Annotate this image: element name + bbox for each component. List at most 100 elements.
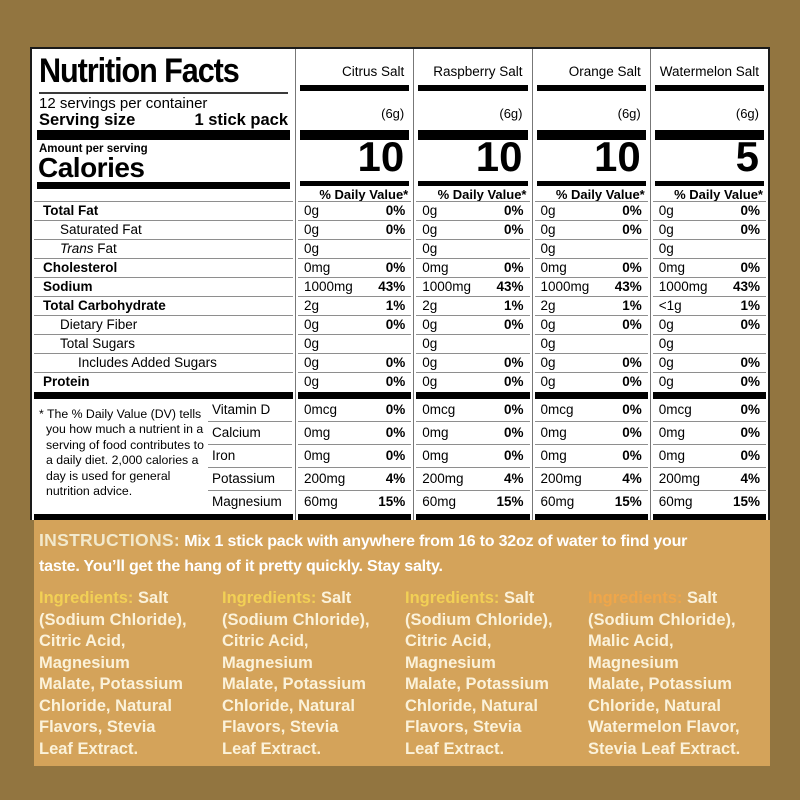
ingredient-line: Ingredients: Salt <box>222 589 352 607</box>
amount-value: 0g <box>422 336 438 351</box>
micronutrient-value-column: 0mcg 0% 0mg 0% 0mg 0% 200mg 4% 60mg 15% <box>295 399 413 514</box>
nutrient-value-cell: 0g 0% <box>531 373 650 392</box>
ingredient-line: Chloride, Natural <box>222 696 355 715</box>
ingredient-line: Watermelon Flavor, <box>588 718 740 736</box>
divider-bar <box>413 514 531 522</box>
flavor-column-header: Citrus Salt (6g) 10 % Daily Value* <box>295 49 413 202</box>
micronutrient-value-column: 0mcg 0% 0mg 0% 0mg 0% 200mg 4% 60mg 15% <box>649 399 768 514</box>
daily-value-percent: 0% <box>503 355 524 370</box>
instructions-line1: INSTRUCTIONS: Mix 1 stick pack with anyw… <box>39 528 766 554</box>
nutrient-value-cell: 0g 0% <box>531 221 650 240</box>
daily-value-percent: 0% <box>385 448 406 463</box>
amount-value: 0g <box>422 355 438 370</box>
amount-value: 0mg <box>422 448 449 463</box>
divider-bar <box>536 130 646 140</box>
ingredient-line: (Sodium Chloride), <box>405 610 553 629</box>
nutrient-row: Total Carbohydrate 2g 1% 2g 1% 2g 1% <1g 1% <box>32 297 768 316</box>
amount-value: 1000mg <box>540 279 590 294</box>
ingredient-line: Malate, Potassium <box>405 675 549 693</box>
divider-bar <box>32 514 295 522</box>
ingredient-line: Chloride, Natural <box>588 696 721 715</box>
daily-value-percent: 4% <box>503 471 524 486</box>
amount-value: 0g <box>304 222 320 237</box>
nutrition-facts-panel: Nutrition Facts 12 servings per containe… <box>30 47 770 522</box>
nutrient-row: Total Fat 0g 0% 0g 0% 0g 0% 0g 0% <box>32 202 768 221</box>
daily-value-percent: 15% <box>496 494 524 509</box>
daily-value-percent: 0% <box>740 374 760 389</box>
amount-value: 0mg <box>422 425 449 440</box>
ingredient-line: Magnesium <box>405 653 496 672</box>
daily-value-percent: 0% <box>622 374 642 389</box>
calories-label: Calories <box>38 152 145 183</box>
nutrient-label: Trans Fat <box>32 240 295 259</box>
ingredient-line: (Sodium Chloride), <box>588 610 736 629</box>
nutrient-value-cell: 0g 0% <box>295 316 413 335</box>
micronutrient-value-cell: 0mg 0% <box>296 445 413 468</box>
nutrient-value-cell: 0mg 0% <box>531 259 650 278</box>
amount-value: 200mg <box>304 471 346 486</box>
micronutrient-value-column: 0mcg 0% 0mg 0% 0mg 0% 200mg 4% 60mg 15% <box>531 399 650 514</box>
daily-value-footnote: * The % Daily Value (DV) tells you how m… <box>39 407 204 499</box>
divider-bar <box>536 181 646 186</box>
micronutrient-value-cell: 0mg 0% <box>651 445 768 468</box>
micronutrient-value-cell: 60mg 15% <box>414 491 531 514</box>
micronutrient-value-cell: 200mg 4% <box>651 468 768 491</box>
micronutrient-value-cell: 0mg 0% <box>414 445 531 468</box>
micronutrient-section: * The % Daily Value (DV) tells you how m… <box>32 399 768 514</box>
daily-value-percent: 0% <box>503 374 524 389</box>
daily-value-percent: 0% <box>385 402 406 417</box>
amount-value: <1g <box>658 298 682 313</box>
nutrient-value-cell: 0g 0% <box>413 221 531 240</box>
nutrient-value-cell: 0g <box>531 335 650 354</box>
amount-value: 200mg <box>422 471 464 486</box>
calories-value: 10 <box>594 133 641 180</box>
nutrient-value-cell: 0g <box>649 335 768 354</box>
nutrient-value-cell: 0g 0% <box>413 354 531 373</box>
nutrient-value-cell: 0g 0% <box>413 316 531 335</box>
nutrient-label: Total Sugars <box>32 335 295 354</box>
ingredient-column: Ingredients: Salt (Sodium Chloride), Malic… <box>585 588 768 760</box>
amount-value: 0mg <box>304 448 331 463</box>
amount-value: 200mg <box>658 471 701 486</box>
amount-value: 0mcg <box>304 402 338 417</box>
servings-per-container: 12 servings per container <box>39 95 208 112</box>
amount-value: 0g <box>422 317 438 332</box>
micronutrient-value-cell: 0mg 0% <box>533 445 650 468</box>
amount-value: 0g <box>422 241 438 256</box>
daily-value-percent: 0% <box>385 425 406 440</box>
amount-value: 200mg <box>540 471 582 486</box>
amount-value: 0mg <box>540 260 567 275</box>
daily-value-percent: 0% <box>740 402 760 417</box>
amount-value: 60mg <box>658 494 693 509</box>
daily-value-percent: 43% <box>732 279 760 294</box>
amount-value: 0g <box>540 374 556 389</box>
nutrient-value-cell: 0g 0% <box>295 202 413 221</box>
amount-value: 60mg <box>540 494 575 509</box>
amount-value: 0g <box>658 203 674 218</box>
amount-value: 1000mg <box>304 279 353 294</box>
nutrient-value-cell: 0g 0% <box>649 316 768 335</box>
daily-value-percent: 1% <box>503 298 524 313</box>
serving-weight: (6g) <box>735 106 759 121</box>
nutrient-value-cell: 0g 0% <box>649 373 768 392</box>
daily-value-percent: 43% <box>378 279 406 294</box>
daily-value-percent: 15% <box>378 494 406 509</box>
nutrient-value-cell: 0g 0% <box>531 202 650 221</box>
nutrient-row: Sodium 1000mg 43% 1000mg 43% 1000mg 43% 1000mg 4… <box>32 278 768 297</box>
ingredient-line: Citric Acid, <box>222 632 309 650</box>
serving-weight: (6g) <box>499 106 523 121</box>
amount-value: 1000mg <box>658 279 708 294</box>
amount-value: 60mg <box>304 494 338 509</box>
daily-value-percent: 0% <box>503 317 524 332</box>
micronutrient-value-cell: 0mcg 0% <box>296 399 413 422</box>
nutrient-value-cell: 2g 1% <box>413 297 531 316</box>
divider-bar <box>413 392 531 399</box>
instructions-label: INSTRUCTIONS: <box>39 530 180 550</box>
ingredient-line: Leaf Extract. <box>405 739 505 758</box>
nutrient-label: Total Carbohydrate <box>32 297 295 316</box>
micronutrient-value-cell: 200mg 4% <box>414 468 531 491</box>
ingredient-line: Chloride, Natural <box>405 696 538 715</box>
daily-value-percent: 4% <box>385 471 406 486</box>
daily-value-header: % Daily Value* <box>674 187 763 202</box>
nutrient-value-cell: 0g <box>649 240 768 259</box>
